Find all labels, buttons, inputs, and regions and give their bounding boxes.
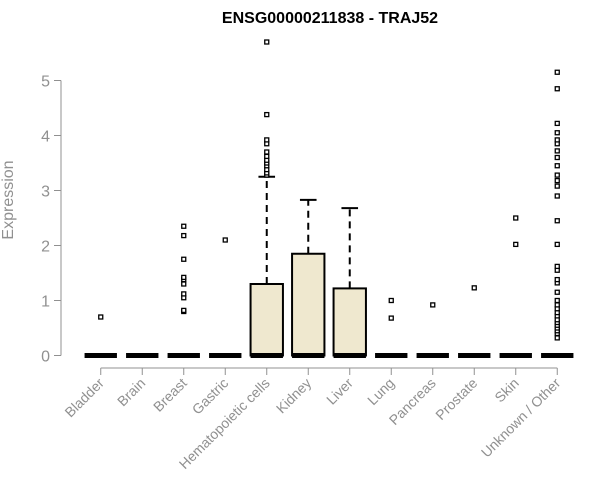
x-tick-label: Lung: [364, 375, 397, 408]
outlier-point: [554, 177, 560, 184]
outlier-point: [181, 291, 187, 297]
outlier-point: [264, 39, 270, 45]
x-tick-label: Kidney: [273, 375, 315, 417]
box-group: [541, 69, 574, 358]
box: [249, 283, 284, 357]
outlier-point: [554, 276, 560, 283]
chart-title: ENSG00000211838 - TRAJ52: [222, 10, 438, 27]
outlier-point: [264, 111, 270, 118]
box-group: [375, 297, 408, 358]
x-tick-label: Brain: [114, 375, 148, 409]
outlier-point: [181, 223, 187, 229]
outlier-point: [554, 302, 560, 308]
outlier-point: [554, 130, 560, 136]
outlier-point: [554, 163, 560, 169]
outlier-point: [554, 218, 560, 224]
x-tick-label: Bladder: [61, 375, 107, 421]
outlier-point: [554, 193, 560, 199]
box-group: [84, 314, 117, 358]
x-tick-label: Skin: [491, 375, 522, 406]
outlier-point: [554, 172, 560, 178]
outlier-point: [181, 274, 187, 281]
boxes: [84, 39, 574, 358]
box-group: [416, 302, 449, 358]
outlier-point: [388, 297, 394, 304]
outlier-point: [181, 281, 187, 287]
box-group: [499, 215, 532, 358]
x-tick-label: Prostate: [432, 375, 480, 423]
outlier-point: [554, 154, 560, 161]
y-tick-label: 3: [41, 184, 50, 201]
outlier-point: [471, 285, 477, 291]
outlier-point: [513, 241, 519, 248]
outlier-point: [430, 302, 436, 308]
outlier-point: [554, 86, 560, 92]
outlier-point: [554, 289, 560, 295]
outlier-point: [554, 335, 560, 341]
y-tick-label: 4: [41, 129, 50, 146]
outlier-point: [388, 315, 394, 321]
outlier-point: [181, 307, 187, 314]
outlier-point: [98, 314, 104, 320]
x-tick-label: Breast: [150, 375, 190, 415]
outlier-point: [513, 215, 519, 221]
outlier-point: [554, 148, 560, 154]
outlier-point: [222, 237, 228, 243]
outlier-point: [264, 153, 270, 160]
box-group: [291, 198, 326, 358]
box-group: [249, 39, 284, 358]
y-axis: 0 1 2 3 4 5: [41, 74, 62, 366]
y-tick-label: 5: [41, 74, 50, 91]
x-tick-label: Liver: [323, 375, 356, 408]
outlier-point: [554, 241, 560, 248]
outlier-point: [554, 69, 560, 75]
box-group: [167, 223, 200, 358]
outlier-point: [554, 297, 560, 304]
y-tick-label: 2: [41, 239, 50, 256]
x-tick-label: Unknown / Other: [478, 375, 564, 461]
box-group: [458, 285, 491, 358]
outlier-point: [554, 137, 560, 143]
outlier-point: [264, 149, 270, 155]
outlier-point: [554, 183, 560, 189]
outlier-point: [264, 137, 270, 143]
outlier-point: [181, 232, 187, 239]
outlier-point: [554, 263, 560, 270]
outlier-point: [554, 120, 560, 127]
box: [291, 252, 326, 357]
y-axis-label: Expression: [0, 160, 17, 239]
box-group: [209, 237, 242, 358]
y-tick-label: 1: [41, 294, 50, 311]
y-tick-label: 0: [41, 349, 50, 366]
box-group: [332, 207, 367, 358]
outlier-point: [181, 256, 187, 262]
box: [332, 287, 367, 357]
